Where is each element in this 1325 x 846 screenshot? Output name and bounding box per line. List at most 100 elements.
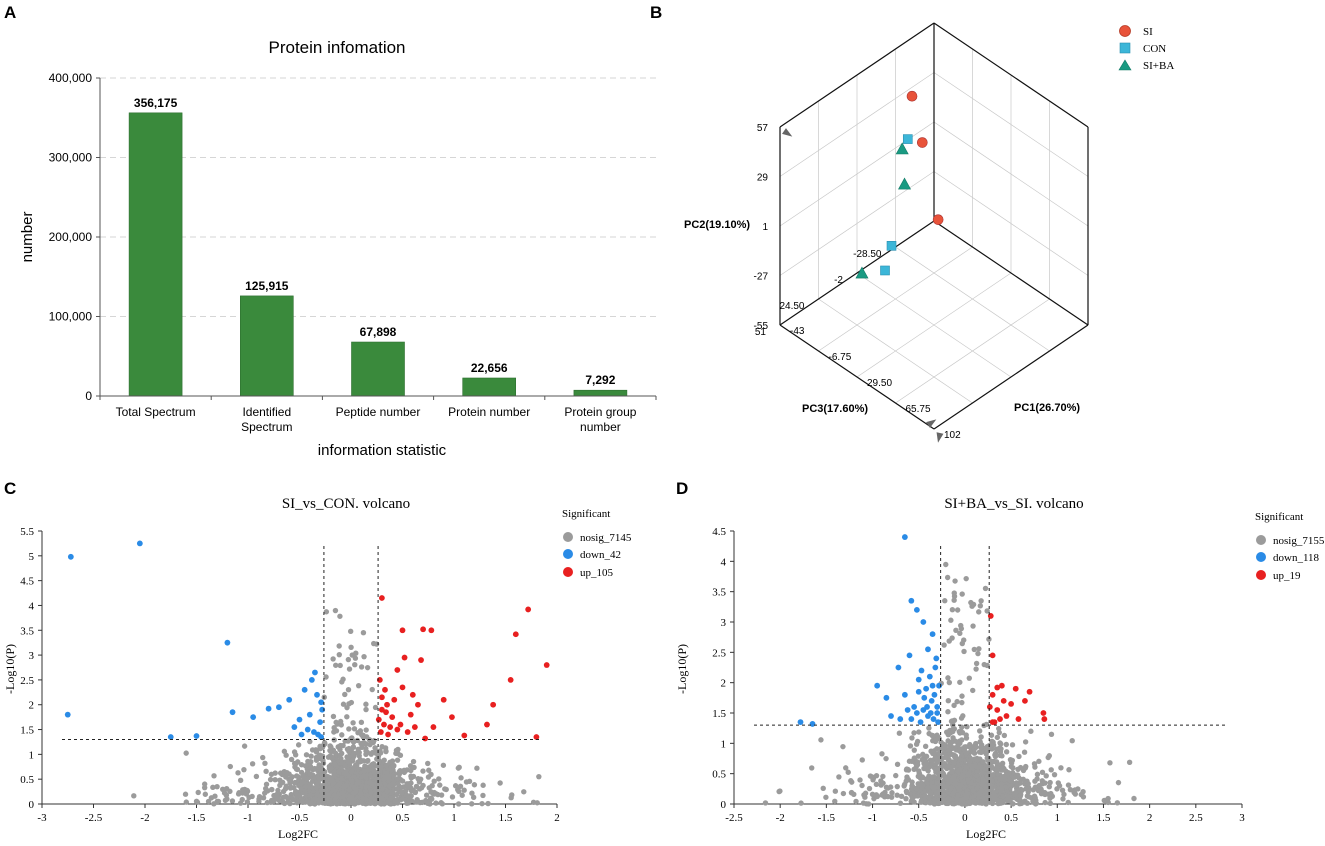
up-point — [411, 724, 418, 730]
nosig-point — [281, 800, 288, 807]
pc3-tick-label: -28.50 — [853, 249, 882, 260]
nosig-point — [339, 679, 345, 685]
nosig-point — [957, 756, 963, 763]
nosig-point — [1131, 795, 1137, 802]
down-point — [934, 704, 941, 710]
nosig-point — [373, 750, 379, 756]
nosig-point — [1020, 767, 1027, 774]
nosig-point — [949, 606, 956, 613]
nosig-point — [284, 769, 290, 776]
nosig-point — [951, 759, 957, 766]
nosig-point — [395, 780, 401, 787]
legend-title: Significant — [562, 508, 610, 520]
nosig-point — [893, 772, 899, 779]
up-point — [381, 721, 387, 728]
nosig-point — [351, 726, 358, 732]
nosig-point — [1007, 756, 1014, 763]
down-point — [64, 711, 71, 718]
nosig-point — [367, 800, 374, 806]
nosig-point — [241, 766, 247, 773]
x-tick-label: 3 — [1239, 812, 1245, 824]
y-tick-label: 100,000 — [49, 310, 93, 324]
nosig-point — [1059, 787, 1066, 793]
pc2-tick-label: -55 — [754, 321, 769, 332]
down-point — [888, 713, 894, 719]
nosig-point — [346, 786, 353, 793]
legend-marker-nosig — [563, 532, 573, 542]
nosig-point — [1047, 800, 1053, 807]
nosig-point — [536, 773, 542, 780]
nosig-point — [901, 783, 907, 789]
nosig-point — [369, 794, 375, 801]
nosig-point — [914, 785, 920, 792]
y-tick-label: 200,000 — [49, 230, 93, 244]
nosig-point — [1003, 749, 1010, 755]
down-point — [250, 714, 257, 721]
nosig-point — [369, 686, 375, 693]
up-point — [385, 731, 391, 738]
grid-line — [779, 72, 935, 177]
nosig-point — [958, 625, 965, 632]
nosig-point — [346, 701, 352, 707]
nosig-point — [932, 766, 939, 772]
nosig-point — [307, 792, 314, 798]
nosig-point — [982, 784, 988, 790]
nosig-point — [348, 644, 354, 650]
nosig-point — [229, 798, 236, 804]
nosig-point — [333, 662, 339, 668]
nosig-point — [195, 789, 201, 796]
x-tick-label: 2 — [1147, 812, 1153, 824]
nosig-point — [991, 758, 997, 765]
bar-chart-protein-information: Protein infomation 0 100,000 200,000 300,00… — [19, 38, 657, 459]
nosig-point — [957, 630, 963, 637]
nosig-point — [384, 788, 390, 795]
nosig-point — [299, 778, 306, 785]
nosig-point — [929, 779, 935, 786]
nosig-point — [999, 785, 1005, 791]
nosig-point — [339, 776, 345, 783]
x-tick-label: -3 — [37, 812, 47, 824]
y-tick-label: 5 — [29, 551, 35, 563]
x-axis-label: Log2FC — [278, 827, 318, 841]
x-tick-label: -0.5 — [291, 812, 309, 824]
nosig-point — [951, 593, 958, 599]
nosig-point — [260, 754, 266, 761]
nosig-point — [480, 782, 486, 788]
nosig-point — [346, 754, 352, 760]
nosig-point — [249, 761, 256, 767]
down-point — [276, 704, 282, 711]
nosig-point — [361, 767, 367, 774]
nosig-point — [964, 791, 971, 797]
nosig-point — [991, 790, 997, 796]
y-tick-label: 2.5 — [20, 675, 34, 687]
nosig-point — [975, 764, 981, 771]
nosig-points — [762, 561, 1137, 807]
nosig-point — [281, 748, 288, 755]
nosig-point — [264, 799, 271, 806]
nosig-point — [1016, 753, 1022, 760]
nosig-point — [970, 763, 977, 769]
y-axis-label: -Log10(P) — [675, 644, 689, 694]
y-tick-label: 2 — [721, 678, 727, 690]
nosig-point — [420, 768, 426, 774]
nosig-point — [346, 666, 353, 672]
nosig-point — [457, 783, 464, 790]
nosig-point — [926, 725, 932, 731]
y-axis-ticks: 0 100,000 200,000 300,000 400,000 — [49, 71, 100, 403]
nosig-point — [1014, 782, 1020, 789]
nosig-point — [210, 784, 216, 791]
nosig-point — [345, 686, 352, 693]
nosig-point — [960, 713, 966, 719]
nosig-point — [340, 701, 347, 707]
pca-point-siba — [898, 177, 912, 190]
nosig-point — [419, 799, 425, 806]
y-tick-label: 3.5 — [20, 625, 34, 637]
nosig-point — [911, 799, 917, 805]
nosig-point — [848, 778, 854, 784]
nosig-point — [336, 651, 342, 658]
nosig-point — [280, 788, 287, 795]
nosig-point — [1065, 782, 1072, 788]
nosig-point — [1039, 769, 1046, 775]
nosig-point — [946, 679, 953, 686]
nosig-point — [351, 764, 358, 771]
